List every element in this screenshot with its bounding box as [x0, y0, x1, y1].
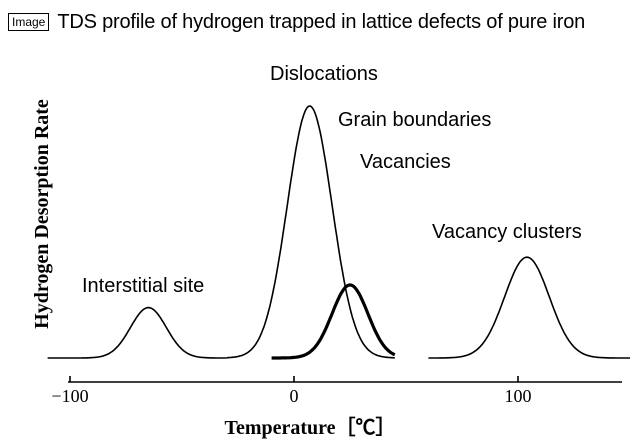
annotation-grain-boundaries: Grain boundaries [338, 109, 491, 131]
annotation-interstitial-site: Interstitial site [82, 275, 204, 297]
y-axis-label: Hydrogen Desorption Rate [31, 99, 53, 329]
x-axis-label: Temperature［℃］ [224, 415, 395, 439]
x-ticks: −100 0 100 [51, 376, 532, 406]
figure-header: Image TDS profile of hydrogen trapped in… [8, 8, 585, 36]
curve-vacancy-clusters [428, 256, 630, 359]
image-badge: Image [8, 13, 50, 31]
x-tick-label: 0 [290, 386, 299, 406]
chart-title: TDS profile of hydrogen trapped in latti… [57, 11, 586, 33]
x-tick-label: 100 [505, 386, 532, 406]
annotation-dislocations: Dislocations [270, 63, 378, 85]
annotation-vacancy-clusters: Vacancy clusters [432, 221, 582, 243]
curve-grain-boundaries-vacancies [271, 283, 396, 360]
annotation-vacancies: Vacancies [360, 151, 451, 173]
curve-dislocations [226, 105, 395, 359]
x-tick-label: −100 [51, 386, 88, 406]
chart-curves [47, 105, 630, 360]
curve-interstitial-site [47, 306, 227, 359]
